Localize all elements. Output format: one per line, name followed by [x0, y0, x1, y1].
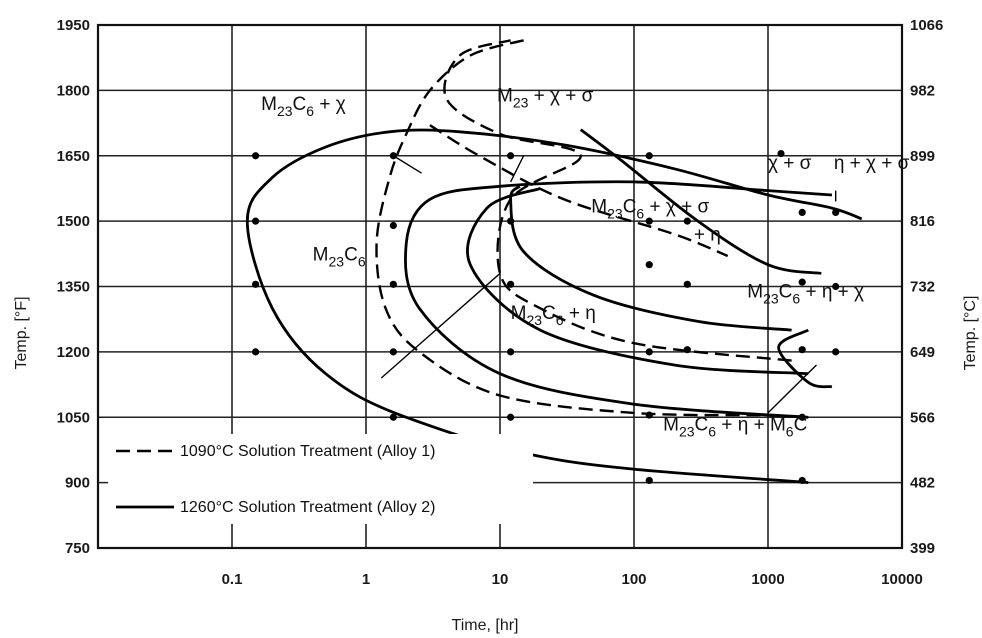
x-tick-label: 10	[492, 571, 509, 588]
phase-region-label: M23C6 + η + χ	[747, 281, 864, 306]
data-point	[683, 280, 691, 288]
solid-boundary-curve	[777, 328, 833, 389]
legend-entry-dashed: 1090°C Solution Treatment (Alloy 1)	[180, 443, 435, 460]
plot-frame	[96, 23, 904, 550]
data-point	[507, 348, 515, 356]
phase-region-label: M23C6 + χ + σ	[591, 196, 709, 221]
x-tick-label: 10000	[881, 571, 923, 588]
phase-region-label: M23C6 + η + M6C	[663, 414, 807, 439]
axis-layer: Time, [hr] Temp. [°F] Temp. [°C]	[13, 296, 979, 634]
point-layer	[251, 149, 840, 485]
leader-line	[509, 155, 525, 183]
grid-layer: 750 399 900 482 1050 566 1200 649 1350 732 1500 816…	[57, 17, 944, 588]
solid-boundary-curve	[404, 180, 833, 419]
y-tick-label-left: 900	[65, 475, 90, 492]
data-point	[389, 280, 397, 288]
data-point	[389, 152, 397, 160]
y-tick-label-right: 566	[910, 409, 935, 426]
y-tick-label-left: 750	[65, 540, 90, 557]
data-point	[798, 413, 806, 421]
dashed-boundary-curve	[429, 124, 729, 258]
y-tick-label-right: 816	[910, 213, 935, 230]
data-point	[251, 152, 260, 160]
data-point	[251, 348, 260, 356]
y-axis-label-right: Temp. [°C]	[962, 296, 979, 371]
leader-layer	[380, 155, 837, 414]
data-point	[645, 476, 653, 485]
data-point	[645, 411, 653, 419]
y-tick-label-right: 899	[910, 148, 935, 165]
x-tick-label: 1	[362, 571, 370, 588]
y-tick-label-left: 1950	[57, 17, 90, 34]
data-point	[389, 348, 397, 356]
phase-region-label: M23 + χ + σ	[497, 85, 594, 110]
solid-boundary-curve	[579, 128, 822, 275]
data-point	[507, 413, 515, 421]
label-layer: M23C6 + χ M23C6 M23 + χ + σ χ + σ η + χ + σ M…	[261, 85, 910, 439]
data-point	[507, 152, 515, 160]
phase-region-label: χ + σ	[768, 153, 812, 174]
data-point	[832, 348, 840, 356]
data-point	[645, 261, 653, 269]
dashed-boundary-curve	[375, 39, 769, 417]
data-point	[645, 217, 653, 225]
y-tick-label-left: 1500	[57, 213, 90, 230]
phase-region-label: M23C6	[313, 244, 366, 269]
y-axis-label-left: Temp. [°F]	[13, 296, 30, 369]
phase-region-label: η + χ + σ	[834, 153, 910, 174]
data-point	[798, 346, 806, 354]
y-tick-label-right: 732	[910, 279, 935, 296]
leader-line	[380, 272, 501, 379]
data-point	[645, 348, 653, 356]
y-tick-label-right: 1066	[910, 17, 943, 34]
data-point	[251, 280, 260, 288]
y-tick-label-right: 649	[910, 344, 935, 361]
data-point	[798, 476, 806, 485]
x-tick-label: 100	[621, 571, 646, 588]
data-point	[683, 217, 691, 225]
y-tick-label-right: 982	[910, 82, 935, 99]
x-axis-label: Time, [hr]	[452, 617, 519, 634]
data-point	[251, 217, 260, 225]
y-tick-label-left: 1650	[57, 148, 90, 165]
leader-line	[392, 155, 422, 174]
data-point	[389, 413, 397, 421]
curve-layer	[245, 39, 863, 484]
legend-layer: 1090°C Solution Treatment (Alloy 1) 1260…	[108, 434, 533, 524]
data-point	[832, 208, 840, 217]
data-point	[798, 278, 806, 286]
dashed-boundary-curve	[443, 39, 792, 362]
phase-region-label: M23C6 + χ	[261, 94, 346, 119]
x-tick-label: 1000	[751, 571, 784, 588]
data-point	[777, 149, 785, 158]
data-point	[389, 221, 397, 230]
solid-boundary-curve	[466, 187, 809, 376]
y-tick-label-left: 1800	[57, 82, 90, 99]
x-tick-label: 0.1	[222, 571, 243, 588]
data-point	[832, 282, 840, 291]
data-point	[507, 280, 515, 288]
data-point	[507, 217, 515, 225]
y-tick-label-left: 1200	[57, 344, 90, 361]
solid-boundary-curve	[245, 128, 863, 484]
legend-entry-solid: 1260°C Solution Treatment (Alloy 2)	[180, 499, 435, 516]
y-tick-label-right: 399	[910, 540, 935, 557]
y-tick-label-left: 1350	[57, 279, 90, 296]
data-point	[683, 346, 691, 354]
data-point	[798, 208, 806, 217]
leader-line	[767, 364, 817, 414]
phase-region-label: M23C6 + η	[511, 303, 596, 328]
y-tick-label-right: 482	[910, 475, 935, 492]
y-tick-label-left: 1050	[57, 409, 90, 426]
data-point	[645, 152, 653, 160]
phase-region-label: + η	[694, 225, 721, 246]
